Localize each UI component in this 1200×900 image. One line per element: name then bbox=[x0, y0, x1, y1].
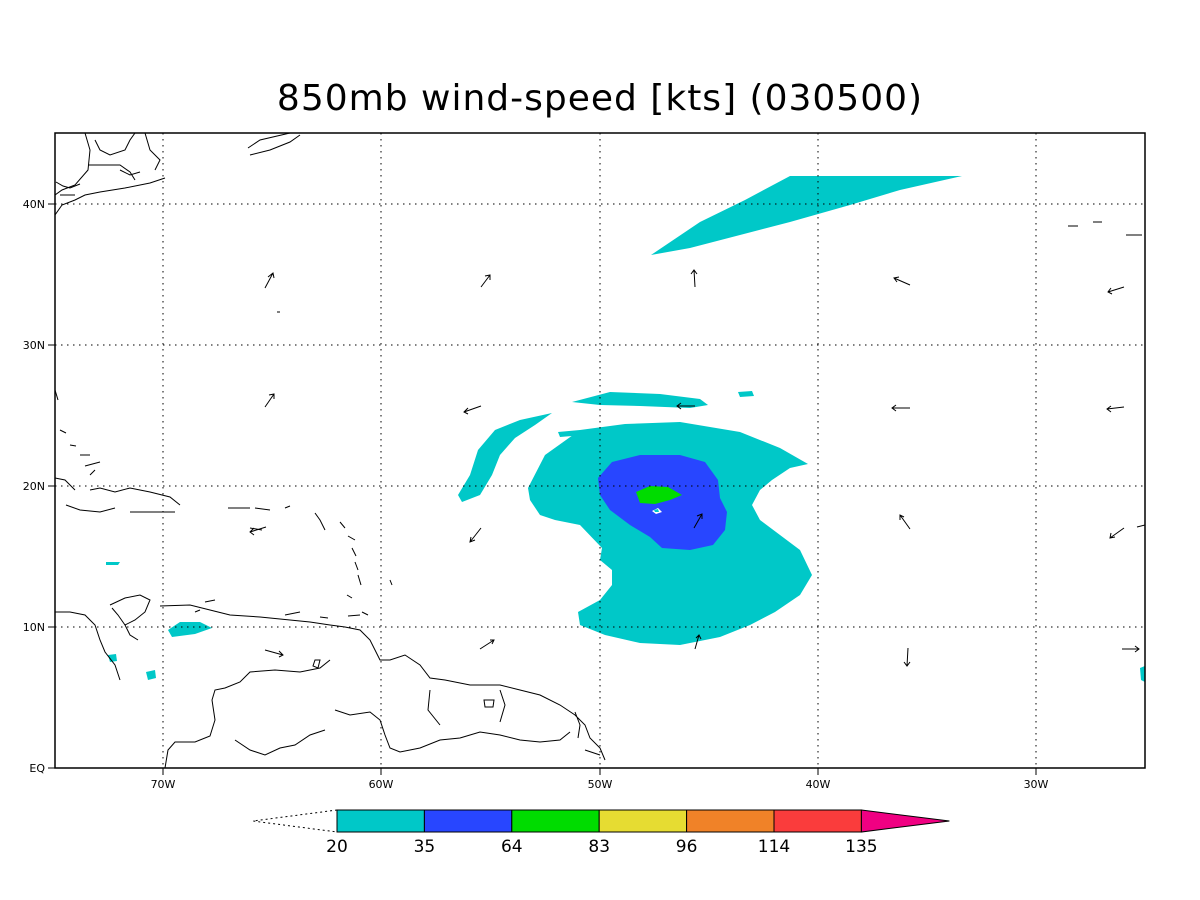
lon-label: 50W bbox=[588, 778, 613, 791]
colorbar-high-triangle bbox=[860, 809, 950, 833]
wind-patch-caribbean bbox=[168, 622, 212, 637]
colorbar-label: 83 bbox=[588, 837, 610, 857]
colorbar-low-triangle bbox=[252, 809, 338, 833]
lat-label: 30N bbox=[23, 339, 45, 352]
colorbar-segment bbox=[598, 809, 688, 833]
map-title: 850mb wind-speed [kts] (030500) bbox=[276, 78, 924, 119]
colorbar-label: 135 bbox=[845, 837, 877, 857]
wind-vector-arrow bbox=[1107, 286, 1125, 295]
wind-vector-arrow bbox=[1106, 405, 1125, 413]
coastline-north-america bbox=[55, 133, 301, 216]
wind-vector-arrow bbox=[469, 527, 482, 543]
colorbar-label: 35 bbox=[414, 837, 436, 857]
colorbar-segment bbox=[686, 809, 775, 833]
latitude-labels: 40N 30N 20N 10N EQ bbox=[23, 198, 46, 775]
colorbar-label: 96 bbox=[676, 837, 698, 857]
wind-vector-arrow bbox=[903, 647, 911, 667]
coastline-caribbean bbox=[55, 389, 393, 616]
colorbar-segment bbox=[511, 809, 600, 833]
wind-vector-arrow bbox=[264, 393, 275, 408]
wind-storm-64-83 bbox=[636, 486, 682, 504]
colorbar-segment bbox=[336, 809, 425, 833]
lon-label: 60W bbox=[369, 778, 394, 791]
wind-vector-arrow bbox=[1109, 527, 1125, 539]
colorbar-label: 114 bbox=[758, 837, 790, 857]
wind-shading bbox=[106, 176, 1145, 682]
colorbar-segment bbox=[773, 809, 862, 833]
wind-vector-arrow bbox=[480, 274, 491, 288]
lat-label: 10N bbox=[23, 621, 45, 634]
wind-band-northeast bbox=[651, 176, 962, 255]
wind-vector-arrow bbox=[899, 514, 911, 530]
wind-vector-arrow bbox=[893, 276, 911, 286]
gridlines bbox=[55, 133, 1145, 768]
wind-vector-arrow bbox=[264, 272, 275, 289]
colorbar-label: 20 bbox=[326, 837, 348, 857]
lon-label: 70W bbox=[151, 778, 176, 791]
lat-label: 20N bbox=[23, 480, 45, 493]
wind-vector-arrow bbox=[690, 269, 698, 288]
lat-label: EQ bbox=[29, 762, 45, 775]
wind-vector-arrow bbox=[1122, 645, 1140, 653]
wind-vectors bbox=[249, 269, 1140, 667]
coastline-central-america bbox=[55, 594, 606, 768]
wind-vector-arrow bbox=[249, 526, 267, 536]
coastlines bbox=[55, 133, 1145, 768]
lon-label: 30W bbox=[1024, 778, 1049, 791]
wind-vector-arrow bbox=[891, 404, 910, 412]
wind-vector-arrow bbox=[463, 405, 482, 415]
colorbar-segment bbox=[423, 809, 513, 833]
wind-vector-arrow bbox=[264, 649, 284, 658]
lon-label: 40W bbox=[806, 778, 831, 791]
wind-band-spiral bbox=[458, 413, 552, 502]
wind-vector-arrow bbox=[479, 639, 495, 650]
colorbar-label: 64 bbox=[501, 837, 523, 857]
longitude-labels: 70W 60W 50W 40W 30W bbox=[151, 778, 1049, 791]
lat-label: 40N bbox=[23, 198, 45, 211]
wind-vector-arrow bbox=[693, 513, 703, 529]
tick-marks bbox=[48, 203, 1037, 775]
wind-band-north bbox=[572, 392, 708, 408]
wind-patch-small bbox=[738, 391, 754, 397]
colorbar: 20 35 64 83 96 114 135 bbox=[252, 809, 950, 857]
wind-vector-arrow bbox=[676, 402, 695, 410]
wind-vector-arrow bbox=[694, 634, 702, 650]
